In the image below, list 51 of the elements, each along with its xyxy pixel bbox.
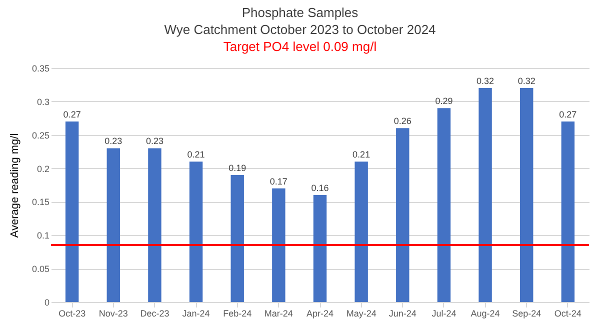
x-tick-label: Mar-24: [264, 308, 293, 318]
bar: [520, 88, 534, 302]
data-label: 0.16: [311, 183, 329, 194]
data-label: 0.23: [104, 136, 122, 146]
data-label: 0.23: [146, 136, 164, 146]
y-tick-label: 0.05: [32, 264, 50, 274]
bar: [106, 148, 120, 302]
x-tick-label: May-24: [346, 308, 376, 318]
x-tick-label: Oct-23: [58, 308, 86, 318]
chart-title: Phosphate Samples: [240, 4, 360, 21]
data-label: 0.27: [63, 109, 81, 120]
x-tick-label: Oct-24: [554, 308, 582, 318]
bar: [189, 162, 203, 302]
data-label: 0.19: [228, 162, 246, 173]
y-axis-title: Average reading mg/l: [8, 133, 21, 238]
x-tick-label: Jul-24: [432, 308, 456, 318]
y-tick-label: 0.25: [32, 130, 50, 140]
data-label: 0.32: [476, 76, 494, 86]
y-tick-label: 0.35: [32, 64, 50, 74]
data-label: 0.21: [352, 150, 370, 160]
data-label: 0.17: [270, 176, 288, 186]
y-tick-label: 0.3: [36, 96, 50, 107]
bar: [437, 108, 451, 302]
x-tick-label: Sep-24: [512, 308, 542, 318]
chart-subtitle: Wye Catchment October 2023 to October 2024: [163, 21, 437, 38]
bar: [354, 162, 368, 302]
x-tick-label: Aug-24: [470, 308, 500, 318]
x-tick-label: Jun-24: [388, 308, 416, 318]
data-label: 0.29: [435, 96, 453, 106]
y-tick-label: 0.1: [36, 230, 50, 241]
bar: [65, 121, 79, 302]
y-tick-label: 0: [44, 298, 50, 308]
data-label: 0.21: [187, 150, 205, 160]
x-tick-label: Dec-23: [140, 308, 170, 318]
y-tick-label: 0.15: [32, 197, 50, 208]
bar: [272, 188, 286, 302]
bar: [148, 148, 162, 302]
x-tick-label: Feb-24: [223, 308, 252, 318]
text: Target PO4 level 0.09 mg/l: [222, 38, 378, 55]
data-label: 0.27: [559, 109, 577, 120]
bar: [478, 88, 492, 302]
bar: [230, 174, 244, 302]
data-label: 0.26: [394, 116, 412, 126]
bar: [313, 195, 327, 302]
x-tick-label: Apr-24: [306, 308, 334, 318]
bar: [396, 128, 410, 302]
bar: [561, 121, 575, 302]
data-label: 0.32: [518, 76, 536, 86]
x-tick-label: Nov-23: [98, 308, 128, 318]
y-tick-label: 0.2: [36, 164, 50, 174]
x-tick-label: Jan-24: [182, 308, 210, 318]
